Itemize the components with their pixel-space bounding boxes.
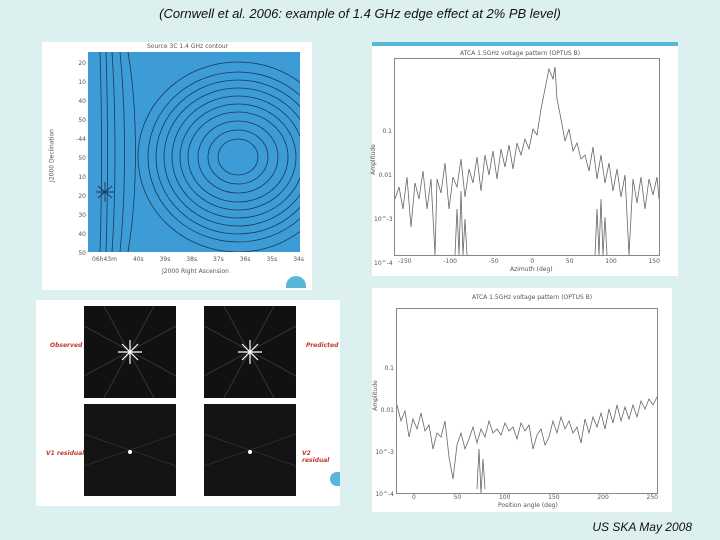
predicted-source-graphic [204, 306, 296, 398]
x-tick: 38s [186, 256, 198, 263]
observed-source-graphic [84, 306, 176, 398]
v2-residual-graphic [204, 433, 296, 467]
position-angle-plot-panel: ATCA 1.5GHz voltage pattern (OPTUS B) 0.… [372, 288, 672, 512]
logo-icon [286, 276, 306, 288]
x-tick: 150 [548, 494, 560, 501]
observed-label: Observed [50, 342, 83, 349]
x-tick: 35s [266, 256, 278, 263]
y-tick: 0.1 [382, 128, 392, 135]
x-tick: -50 [488, 258, 499, 265]
y-tick: 10^-3 [375, 449, 394, 456]
position-angle-plot-title: ATCA 1.5GHz voltage pattern (OPTUS B) [472, 294, 593, 301]
y-tick: 0.1 [384, 365, 394, 372]
contour-y-axis-label: J2000 Declination [48, 129, 56, 182]
x-tick: 40s [132, 256, 144, 263]
x-tick: 39s [159, 256, 171, 263]
footer-text: US SKA May 2008 [592, 520, 692, 534]
contour-map-panel: Source 3C 1.4 GHz contour [42, 42, 312, 290]
x-tick: 150 [648, 258, 660, 265]
x-tick: 36s [239, 256, 251, 263]
slide-title: (Cornwell et al. 2006: example of 1.4 GH… [159, 6, 561, 21]
y-tick: 50 [78, 250, 86, 257]
x-tick: 50 [565, 258, 574, 265]
azimuth-x-axis-label: Azimuth (deg) [510, 266, 553, 273]
x-tick: -150 [398, 258, 412, 265]
position-angle-plot-line [397, 396, 657, 493]
azimuth-plot-panel: ATCA 1.5GHz voltage pattern (OPTUS B) 0.… [369, 42, 678, 276]
v2-residual-label: V2 residual [302, 450, 330, 464]
predicted-image [204, 306, 296, 398]
x-tick: 50 [453, 494, 462, 501]
x-tick: 200 [597, 494, 609, 501]
y-tick: 10^-4 [374, 260, 393, 267]
observed-image [84, 306, 176, 398]
y-tick: 40 [78, 231, 86, 238]
x-tick: 34s [293, 256, 304, 263]
x-tick: 0 [530, 258, 535, 265]
y-tick: 10^-4 [375, 491, 394, 498]
contour-map-caption: Source 3C 1.4 GHz contour [147, 43, 229, 50]
position-angle-y-axis-label: Amplitude [371, 380, 379, 411]
x-tick: 37s [213, 256, 224, 263]
contour-y-ticks: 20 10 40 50 -44 50 10 20 30 40 50 [70, 54, 86, 263]
contour-lines-graphic [96, 52, 300, 252]
x-tick: 0 [412, 494, 416, 501]
residual-images-panel: Observed Predicted V1 residual V2 residu… [36, 300, 340, 506]
logo-icon [330, 472, 340, 486]
y-tick: 10 [78, 79, 86, 86]
v2-residual-image [204, 404, 296, 496]
y-tick: 20 [78, 60, 86, 67]
azimuth-x-ticks: -150 -100 -50 0 50 100 150 [398, 258, 660, 265]
position-angle-x-ticks: 0 50 100 150 200 250 [412, 494, 658, 501]
contour-map-image [88, 52, 300, 252]
position-angle-plot-frame [396, 308, 658, 494]
y-tick: 40 [78, 98, 86, 105]
y-tick: 50 [78, 117, 86, 124]
y-tick: -44 50 [76, 136, 86, 162]
contour-x-axis-label: J2000 Right Ascension [162, 268, 229, 275]
x-tick: 100 [605, 258, 617, 265]
x-tick: 100 [498, 494, 511, 501]
position-angle-x-axis-label: Position angle (deg) [498, 502, 558, 509]
x-tick: 250 [646, 494, 658, 501]
y-tick: 20 [78, 193, 86, 200]
x-tick: -100 [443, 258, 457, 265]
predicted-label: Predicted [306, 342, 339, 349]
y-tick: 0.01 [380, 407, 394, 414]
v1-residual-graphic [84, 433, 176, 467]
x-tick: 06h43m [92, 256, 117, 263]
y-tick: 10 [78, 174, 86, 181]
v1-residual-image [84, 404, 176, 496]
azimuth-y-axis-label: Amplitude [369, 144, 377, 175]
v1-residual-label: V1 residual [46, 450, 85, 457]
azimuth-plot-line [395, 66, 659, 255]
azimuth-plot-frame [394, 58, 660, 256]
y-tick: 30 [78, 212, 86, 219]
azimuth-plot-title: ATCA 1.5GHz voltage pattern (OPTUS B) [460, 50, 581, 57]
azimuth-y-ticks: 0.1 0.01 10^-3 10^-4 [374, 110, 393, 286]
y-tick: 0.01 [378, 172, 392, 179]
position-angle-y-ticks: 0.1 0.01 10^-3 10^-4 [374, 348, 394, 516]
contour-x-ticks: 06h43m 40s 39s 38s 37s 36s 35s 34s [92, 256, 304, 263]
y-tick: 10^-3 [374, 216, 393, 223]
